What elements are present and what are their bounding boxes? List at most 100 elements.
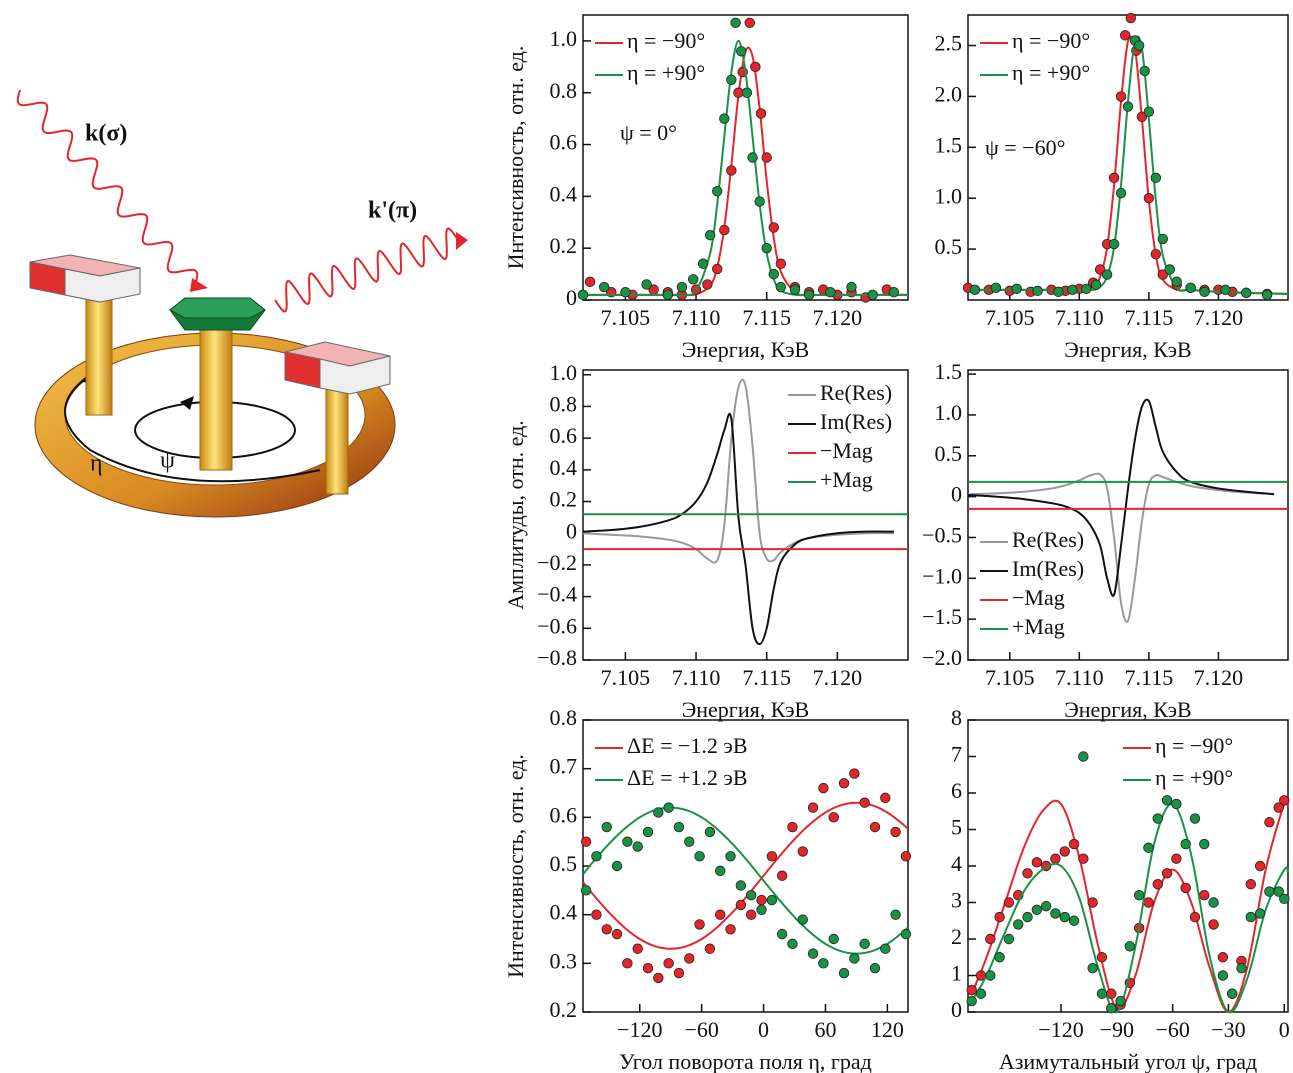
- data-point: [1124, 941, 1136, 952]
- data-point: [591, 909, 602, 920]
- y-tick-label: −1.0: [922, 563, 962, 588]
- x-tick-label: 0: [758, 1017, 769, 1042]
- x-axis-label: Энергия, КэВ: [682, 697, 809, 722]
- x-tick-label: 7.105: [601, 305, 651, 330]
- data-point: [684, 953, 695, 964]
- data-point: [1003, 897, 1015, 908]
- data-point: [726, 74, 737, 85]
- data-point: [719, 224, 730, 236]
- y-tick-label: 0.5: [935, 234, 963, 259]
- y-tick-label: 0.8: [550, 391, 578, 416]
- x-tick-label: −60: [684, 1017, 718, 1042]
- data-point: [580, 885, 592, 896]
- x-tick-label: 7.110: [672, 665, 721, 690]
- data-point: [1254, 908, 1266, 919]
- data-point: [1171, 798, 1182, 810]
- y-tick-label: 0.2: [550, 233, 578, 258]
- y-tick-label: 5: [951, 815, 962, 840]
- legend-label: ΔE = −1.2 эВ: [627, 733, 748, 758]
- arrowhead: [190, 278, 208, 292]
- y-tick-label: 1.0: [935, 400, 963, 425]
- data-point: [715, 909, 726, 920]
- data-point: [1143, 106, 1155, 117]
- data-point: [1220, 284, 1231, 296]
- series-line: [967, 398, 1275, 597]
- data-point: [622, 958, 633, 969]
- data-point: [601, 821, 612, 833]
- x-tick-label: −120: [617, 1017, 662, 1042]
- data-point: [598, 281, 610, 293]
- data-point: [726, 165, 737, 176]
- plot-frame: [582, 719, 909, 1013]
- data-point: [768, 268, 779, 280]
- y-tick-label: 1.5: [935, 359, 963, 384]
- data-point: [1150, 248, 1162, 260]
- legend-label: Im(Res): [1012, 556, 1084, 581]
- legend-label: Im(Res): [820, 409, 892, 434]
- x-tick-label: 7.105: [601, 665, 651, 690]
- x-tick-label: 7.115: [742, 665, 791, 690]
- x-axis-label: Энергия, КэВ: [682, 337, 809, 362]
- data-point: [867, 289, 878, 301]
- data-point: [1161, 795, 1173, 806]
- y-tick-label: 0.3: [550, 948, 578, 973]
- data-point: [797, 914, 808, 925]
- data-point: [735, 880, 747, 891]
- post: [199, 319, 233, 471]
- diagram: k(σ) k'(π) η ψ: [16, 89, 459, 518]
- data-point: [1040, 900, 1052, 912]
- sample-top: [169, 297, 266, 319]
- post: [85, 289, 113, 416]
- legend-label: η = −90°: [1012, 28, 1090, 53]
- y-tick-label: 6: [951, 778, 962, 803]
- y-tick-label: 0.2: [550, 487, 578, 512]
- y-tick-label: 0.4: [550, 455, 578, 480]
- data-point: [838, 967, 850, 979]
- y-tick-label: −1.5: [922, 604, 962, 629]
- data-point: [704, 826, 716, 838]
- data-point: [1059, 911, 1070, 923]
- y-tick-label: 0.8: [550, 78, 578, 103]
- data-point: [1011, 283, 1022, 295]
- data-point: [828, 812, 839, 823]
- panel: −120 −90 −60 −30 0 0 1 2 3 4 5 6 7 8 Азимутальный угол…: [951, 705, 1290, 1073]
- y-tick-label: −2.0: [922, 645, 962, 670]
- data-point: [1115, 91, 1127, 102]
- plot-frame: [582, 14, 909, 301]
- y-tick-label: −0.5: [922, 523, 962, 548]
- y-tick-label: 1: [951, 961, 962, 986]
- x-tick-label: 7.115: [742, 305, 791, 330]
- data-point: [663, 958, 674, 969]
- data-point: [1078, 751, 1089, 762]
- y-tick-label: −0.4: [537, 582, 577, 607]
- y-tick-label: 0.6: [550, 423, 578, 448]
- x-tick-label: 7.110: [1055, 665, 1104, 690]
- data-point: [838, 778, 850, 789]
- data-point: [673, 967, 685, 979]
- data-point: [694, 919, 705, 930]
- data-point: [754, 196, 765, 207]
- data-point: [900, 928, 912, 940]
- data-point: [825, 287, 836, 298]
- data-point: [1157, 233, 1168, 245]
- y-tick-label: 1.0: [935, 183, 963, 208]
- data-point: [880, 943, 891, 954]
- data-point: [1053, 286, 1064, 298]
- panel: 7.105 7.110 7.115 7.120 0 0.2 0.4 0.6 0.8 1.0 Энер…: [503, 14, 909, 362]
- data-point: [985, 933, 996, 945]
- y-axis-label: Интенсивность, отн. ед.: [503, 754, 528, 978]
- data-point: [580, 836, 592, 847]
- data-point: [725, 851, 736, 862]
- data-point: [869, 963, 881, 974]
- y-tick-label: −0.6: [537, 613, 577, 638]
- data-point: [1139, 65, 1150, 77]
- x-tick-label: 7.110: [672, 305, 721, 330]
- arrowhead: [456, 232, 468, 250]
- data-point: [1115, 995, 1126, 1007]
- y-tick-label: 1.5: [935, 132, 963, 157]
- data-point: [1108, 172, 1120, 184]
- data-point: [641, 279, 652, 290]
- x-axis-label: Энергия, КэВ: [1064, 697, 1191, 722]
- x-tick-label: −60: [1155, 1017, 1189, 1042]
- data-point: [990, 282, 1002, 293]
